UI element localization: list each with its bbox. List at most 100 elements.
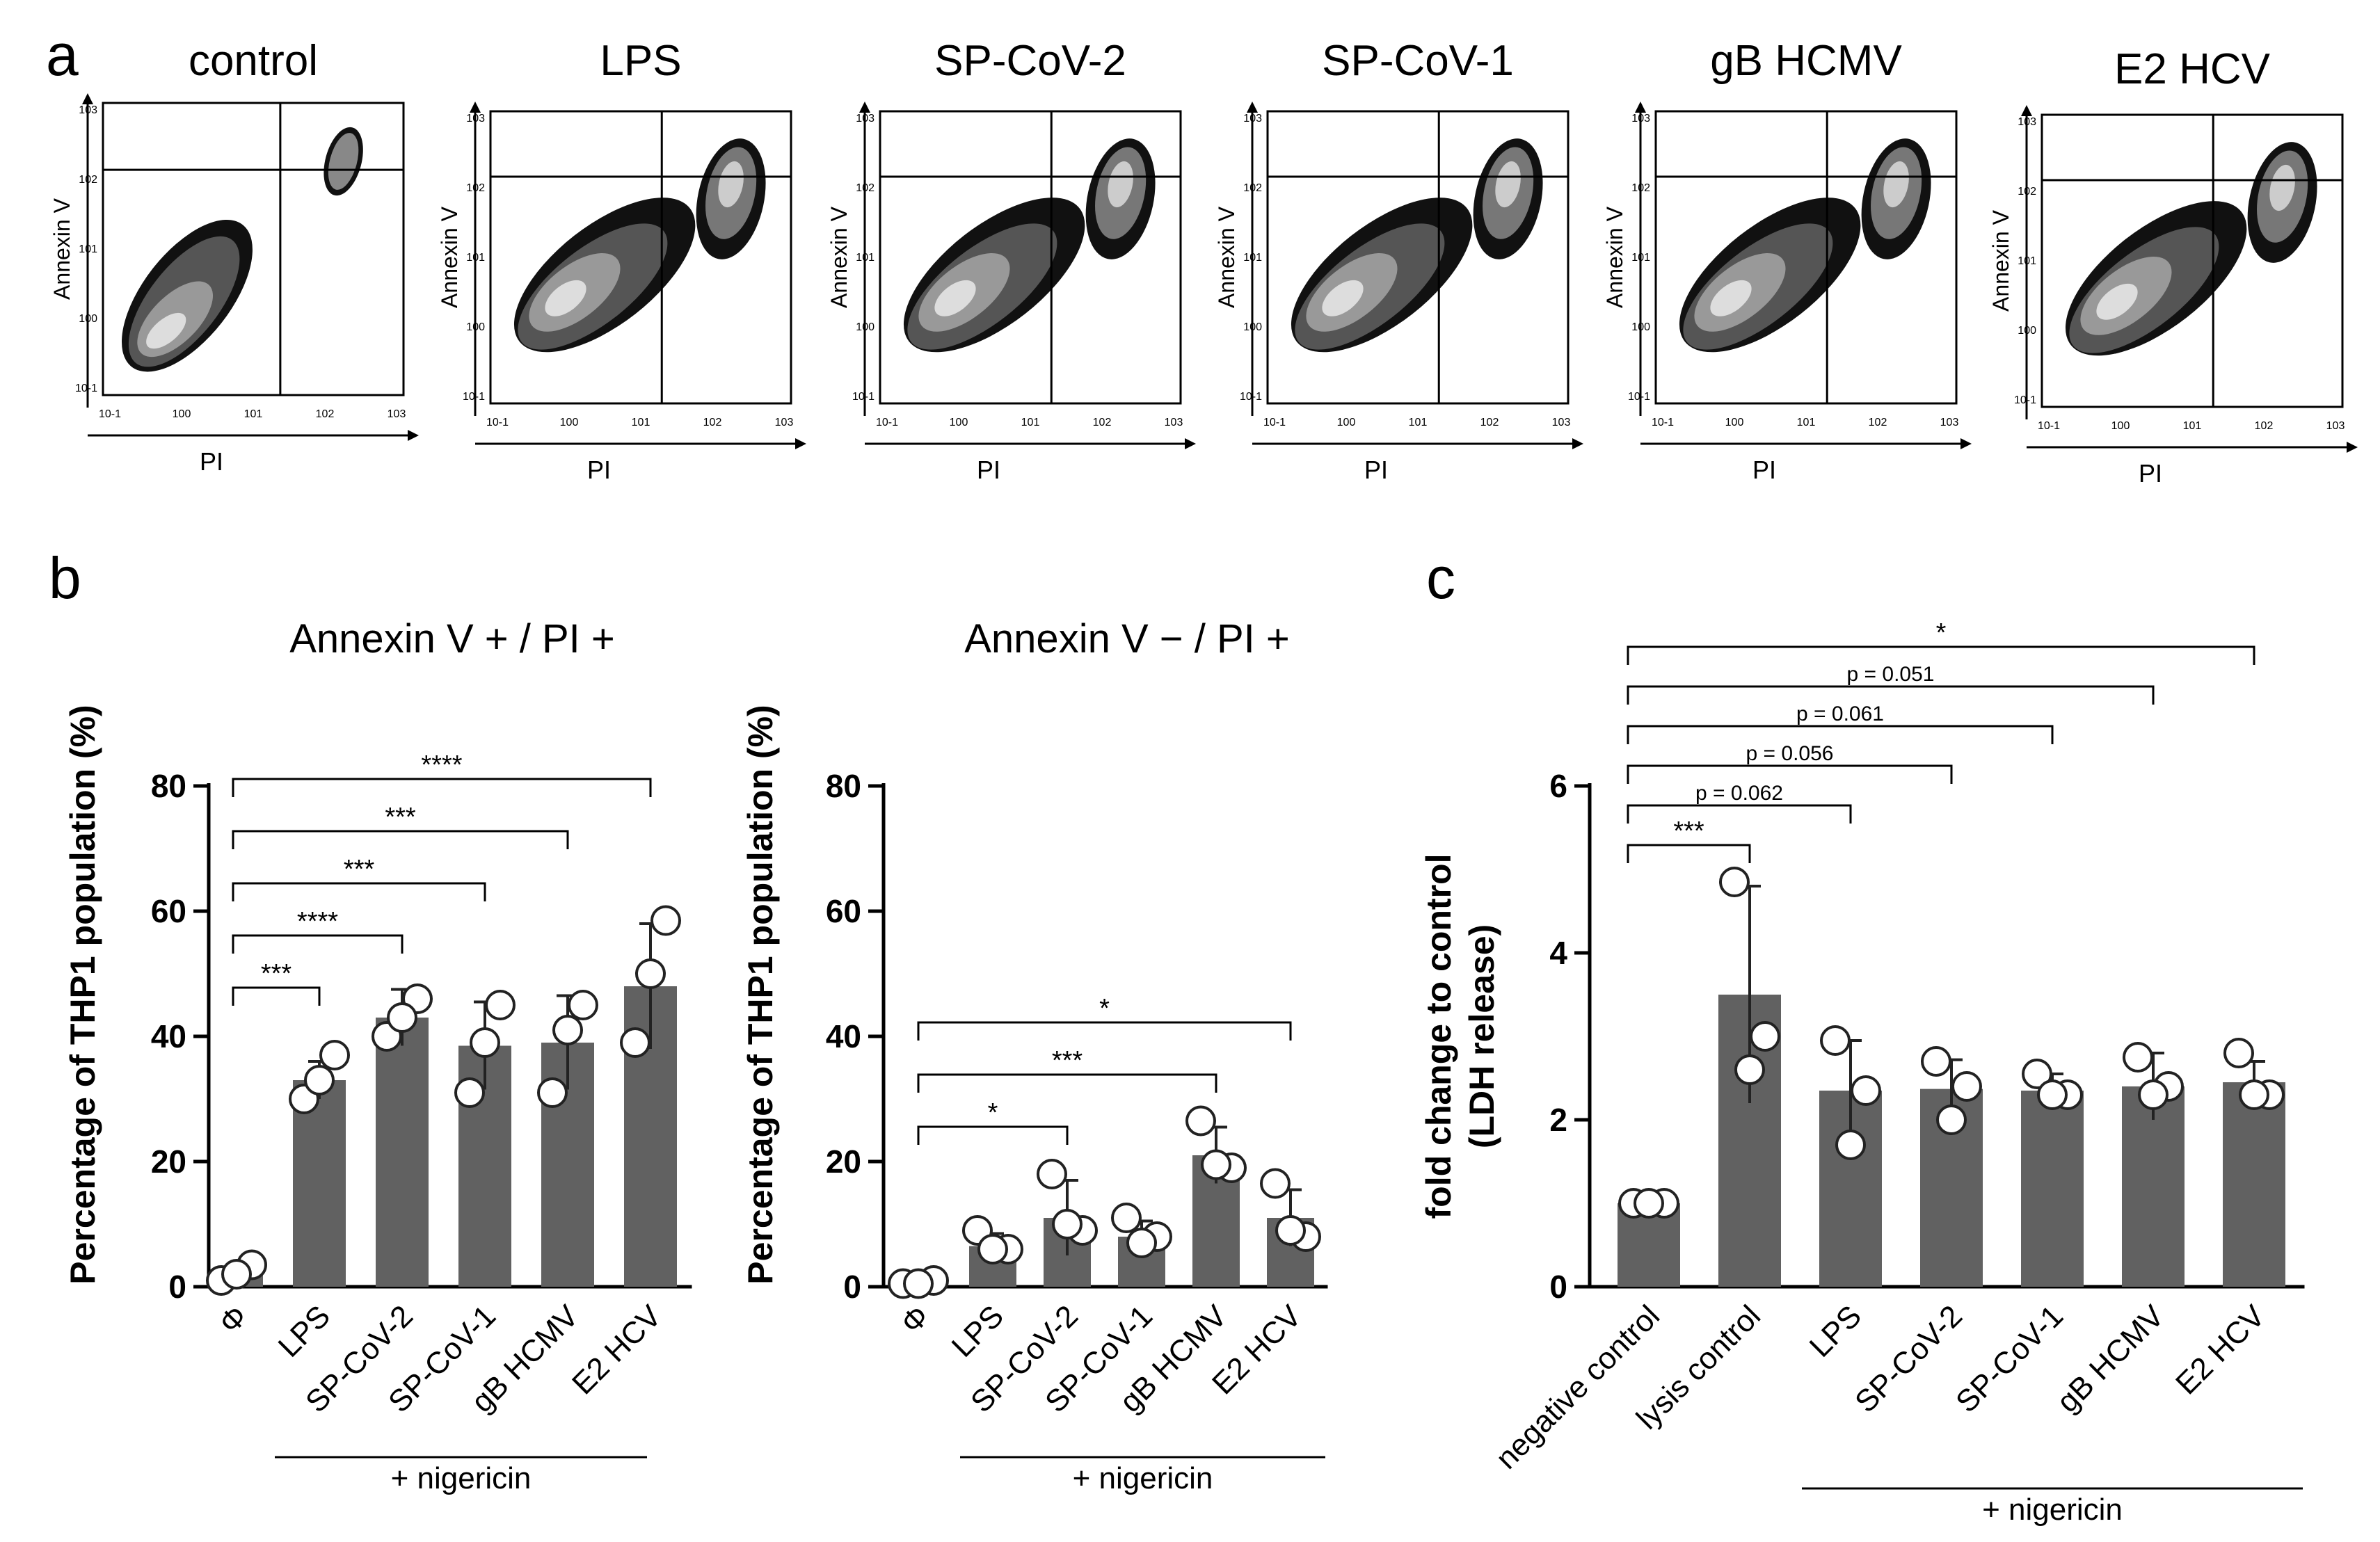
plot-frame — [102, 102, 405, 396]
significance-label: p = 0.062 — [1695, 782, 1783, 805]
density-region — [934, 280, 976, 316]
y-tick-label: 2 — [1549, 1102, 1567, 1138]
significance-label: **** — [421, 750, 462, 780]
data-point — [650, 905, 681, 936]
density-contours — [1679, 138, 1931, 353]
x-arrowhead — [408, 430, 419, 441]
flow-plot: gB HCMV 10-1 10-1 100 100 101 101 102 102 103 103 P… — [1602, 37, 1972, 484]
category-label: E2 HCV — [2169, 1299, 2271, 1401]
x-tick-label: 103 — [388, 408, 406, 420]
x-tick-label: 102 — [1093, 417, 1112, 428]
y-arrowhead — [1247, 102, 1258, 113]
y-tick-label: 100 — [2018, 325, 2036, 337]
x-tick-label: 101 — [1409, 417, 1428, 428]
y-tick-label: 10-1 — [1628, 391, 1650, 403]
x-tick-label: 101 — [244, 408, 263, 420]
significance-label: p = 0.056 — [1746, 742, 1834, 765]
density-region — [2269, 164, 2295, 211]
y-axis-label: Percentage of THP1 population (%) — [63, 705, 102, 1284]
data-point — [1052, 1209, 1083, 1239]
x-tick-label: 10-1 — [2038, 420, 2060, 432]
x-arrowhead — [1572, 438, 1583, 449]
y-tick-label: 102 — [856, 182, 874, 194]
significance-label: * — [1936, 618, 1947, 648]
x-tick-label: 102 — [703, 417, 722, 428]
y-axis-label: Annexin V — [1988, 209, 2013, 312]
density-region — [1322, 280, 1364, 316]
x-axis-label: PI — [977, 456, 1000, 484]
significance-bracket — [1627, 645, 2255, 665]
significance-bracket — [1627, 685, 2155, 705]
y-tick-label: 103 — [1243, 113, 1262, 125]
data-point — [387, 1002, 417, 1033]
chart-title: Annexin V + / PI + — [289, 616, 615, 661]
x-arrowhead — [1185, 438, 1196, 449]
flow-plot-title: SP-CoV-1 — [1322, 37, 1514, 85]
category-label: LPS — [272, 1299, 337, 1363]
x-tick-label: 10-1 — [486, 417, 509, 428]
bar-chart-2: Annexin V − / PI + 0 20 40 60 80 Percentage of… — [741, 616, 1328, 1495]
y-axis-label: Annexin V — [1602, 206, 1627, 308]
y-tick-label: 40 — [151, 1018, 186, 1054]
significance-bracket — [232, 830, 569, 849]
category-label: negative control — [1490, 1299, 1666, 1475]
density-contours — [513, 138, 766, 353]
y-arrowhead — [82, 93, 93, 104]
y-arrowhead — [470, 102, 481, 113]
significance-bracket — [1627, 764, 1953, 784]
data-point — [1921, 1046, 1951, 1077]
x-arrowhead — [2347, 442, 2358, 453]
x-tick-label: 100 — [173, 408, 191, 420]
flow-plot-title: LPS — [600, 37, 681, 85]
significance-bracket — [1627, 725, 2054, 744]
data-point — [1951, 1071, 1982, 1102]
density-region — [545, 280, 586, 316]
y-tick-label: 0 — [168, 1269, 186, 1305]
flow-plot: control 10-1 10-1 100 100 101 101 102 102 103 103 P… — [49, 37, 419, 476]
density-region — [146, 312, 186, 349]
significance-bracket — [917, 1073, 1217, 1093]
group-label: + nigericin — [391, 1461, 532, 1495]
significance-label: * — [1099, 994, 1110, 1023]
density-contours — [2065, 142, 2317, 356]
flow-plot: E2 HCV 10-1 10-1 100 100 101 101 102 102 103 103 PI… — [1988, 45, 2358, 488]
density-region — [328, 133, 359, 190]
y-axis-label: Annexin V — [437, 206, 462, 308]
panel-letter-a: a — [46, 22, 79, 88]
plot-frame — [879, 110, 1182, 405]
x-tick-label: 10-1 — [1263, 417, 1286, 428]
significance-label: *** — [261, 959, 292, 988]
y-arrowhead — [1635, 102, 1646, 113]
data-point — [1734, 1054, 1765, 1085]
x-tick-label: 102 — [2255, 420, 2274, 432]
x-tick-label: 100 — [2111, 420, 2130, 432]
y-tick-label: 80 — [826, 768, 861, 804]
bar — [2021, 1091, 2084, 1287]
y-tick-label: 0 — [1549, 1269, 1567, 1305]
x-tick-label: 100 — [560, 417, 579, 428]
data-point — [454, 1077, 485, 1108]
y-tick-label: 101 — [1631, 252, 1650, 264]
y-axis-label: Annexin V — [1214, 206, 1239, 308]
data-point — [1201, 1149, 1231, 1180]
y-tick-label: 100 — [856, 321, 874, 333]
category-label: LPS — [1803, 1299, 1868, 1363]
x-tick-label: 103 — [1165, 417, 1183, 428]
density-region — [1710, 280, 1752, 316]
significance-bracket — [232, 986, 321, 1006]
flow-plot-title: SP-CoV-2 — [934, 37, 1126, 85]
y-tick-label: 10-1 — [1240, 391, 1262, 403]
y-tick-label: 101 — [2018, 255, 2036, 267]
y-tick-label: 103 — [856, 113, 874, 125]
significance-bracket — [917, 1021, 1292, 1041]
x-tick-label: 10-1 — [1652, 417, 1674, 428]
significance-label: *** — [385, 803, 416, 832]
density-region — [718, 161, 744, 208]
category-label: SP-CoV-1 — [1949, 1299, 2070, 1419]
bar — [376, 1018, 429, 1287]
x-tick-label: 102 — [1480, 417, 1499, 428]
data-point — [1750, 1021, 1780, 1052]
y-tick-label: 102 — [466, 182, 485, 194]
panel-letter-b: b — [49, 545, 81, 611]
